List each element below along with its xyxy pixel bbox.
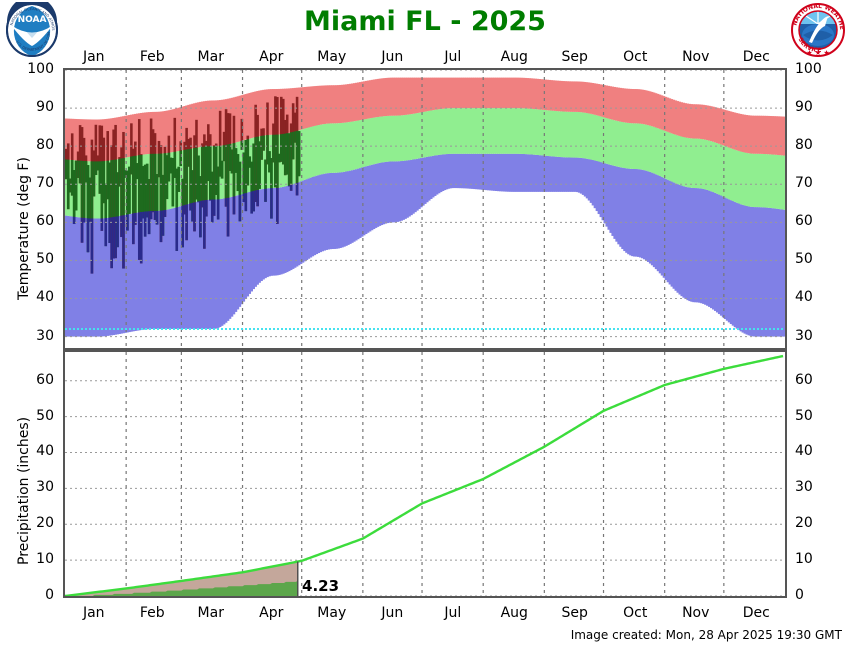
month-label-nov: Nov xyxy=(682,605,710,621)
axis-tick-label: 50 xyxy=(795,251,813,268)
axis-tick-label: 40 xyxy=(36,289,54,306)
axis-tick-label: 10 xyxy=(795,551,813,568)
month-label-may: May xyxy=(317,605,347,621)
axis-tick-label: 40 xyxy=(795,443,813,460)
svg-text:★ ★ ★: ★ ★ ★ xyxy=(806,49,829,57)
precipitation-chart-panel xyxy=(63,350,787,598)
month-label-may: May xyxy=(317,49,347,65)
precip-to-date-annotation: 4.23 xyxy=(302,576,340,595)
axis-tick-label: 20 xyxy=(795,515,813,532)
temperature-plot xyxy=(65,70,785,348)
axis-tick-label: 10 xyxy=(36,551,54,568)
axis-tick-label: 80 xyxy=(36,137,54,154)
month-label-feb: Feb xyxy=(139,49,165,65)
axis-tick-label: 0 xyxy=(795,587,804,603)
axis-tick-label: 90 xyxy=(36,99,54,116)
axis-tick-label: 30 xyxy=(36,479,54,496)
temperature-axis-title: Temperature (deg F) xyxy=(16,157,32,300)
month-label-dec: Dec xyxy=(742,605,770,621)
axis-tick-label: 40 xyxy=(795,289,813,306)
axis-tick-label: 60 xyxy=(36,371,54,388)
month-label-apr: Apr xyxy=(259,605,284,621)
month-label-mar: Mar xyxy=(197,605,224,621)
month-label-apr: Apr xyxy=(259,49,284,65)
month-label-oct: Oct xyxy=(623,605,648,621)
month-label-dec: Dec xyxy=(742,49,770,65)
axis-tick-label: 30 xyxy=(795,479,813,496)
axis-tick-label: 90 xyxy=(795,99,813,116)
month-label-jul: Jul xyxy=(444,49,462,65)
month-label-sep: Sep xyxy=(561,605,588,621)
month-label-jun: Jun xyxy=(381,605,404,621)
axis-tick-label: 100 xyxy=(27,61,54,77)
month-label-nov: Nov xyxy=(682,49,710,65)
page-title: Miami FL - 2025 xyxy=(304,6,546,37)
axis-tick-label: 50 xyxy=(36,407,54,424)
month-label-aug: Aug xyxy=(500,605,528,621)
axis-tick-label: 80 xyxy=(795,137,813,154)
axis-tick-label: 40 xyxy=(36,443,54,460)
month-label-jan: Jan xyxy=(82,605,105,621)
axis-tick-label: 60 xyxy=(795,371,813,388)
month-label-mar: Mar xyxy=(197,49,224,65)
noaa-logo: NOAA NATIONAL OCEANIC AND ATMOSPHERIC AD… xyxy=(2,0,60,62)
precipitation-plot xyxy=(65,352,785,596)
axis-tick-label: 70 xyxy=(795,175,813,192)
month-label-jan: Jan xyxy=(82,49,105,65)
month-label-aug: Aug xyxy=(500,49,528,65)
axis-tick-label: 30 xyxy=(36,327,54,344)
axis-tick-label: 0 xyxy=(45,587,54,603)
svg-text:NOAA: NOAA xyxy=(18,15,47,25)
axis-tick-label: 20 xyxy=(36,515,54,532)
precipitation-axis-title: Precipitation (inches) xyxy=(16,416,32,565)
axis-tick-label: 60 xyxy=(36,213,54,230)
temperature-chart-panel xyxy=(63,68,787,350)
national-weather-service-logo: NATIONAL WEATHER SERVICE ★ ★ ★ xyxy=(788,0,846,62)
axis-tick-label: 70 xyxy=(36,175,54,192)
month-label-feb: Feb xyxy=(139,605,165,621)
axis-tick-label: 30 xyxy=(795,327,813,344)
month-label-jun: Jun xyxy=(381,49,404,65)
axis-tick-label: 60 xyxy=(795,213,813,230)
axis-tick-label: 50 xyxy=(795,407,813,424)
image-created-footer: Image created: Mon, 28 Apr 2025 19:30 GM… xyxy=(570,628,842,642)
month-label-sep: Sep xyxy=(561,49,588,65)
axis-tick-label: 50 xyxy=(36,251,54,268)
month-label-oct: Oct xyxy=(623,49,648,65)
month-label-jul: Jul xyxy=(444,605,462,621)
axis-tick-label: 100 xyxy=(795,61,822,77)
